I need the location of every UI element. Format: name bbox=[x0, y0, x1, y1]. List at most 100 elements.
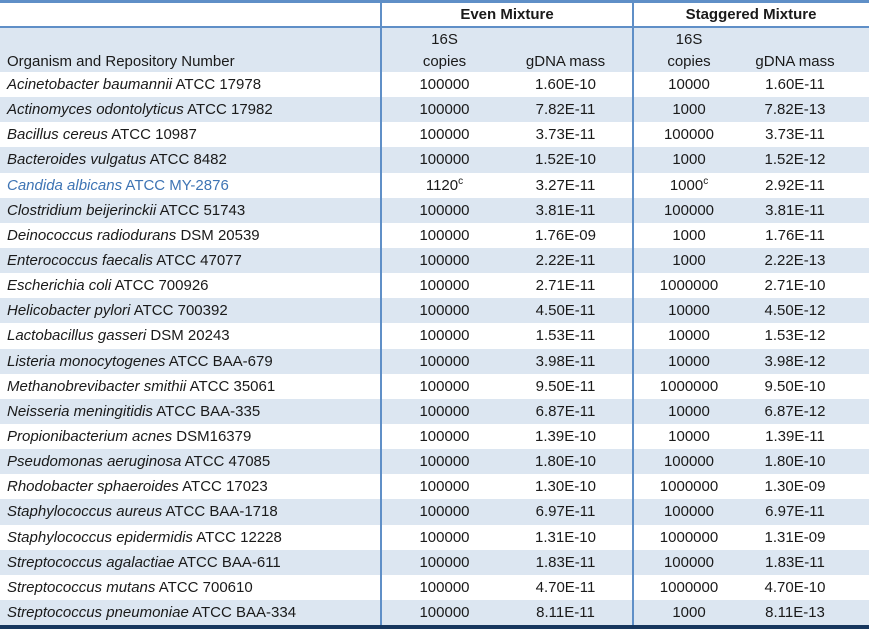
staggered-gdna-cell: 1.53E-12 bbox=[764, 327, 826, 345]
repository-number: ATCC BAA-611 bbox=[177, 553, 281, 571]
repository-number: ATCC 47085 bbox=[184, 453, 271, 471]
even-copies-cell: 100000 bbox=[419, 302, 470, 320]
even-copies-cell: 100000 bbox=[419, 478, 470, 496]
organism-cell: Streptococcus agalactiae ATCC BAA-611 bbox=[0, 554, 381, 571]
organism-name: Propionibacterium acnes bbox=[7, 428, 173, 446]
organism-cell: Helicobacter pylori ATCC 700392 bbox=[0, 302, 381, 319]
staggered-gdna-cell: 1.76E-11 bbox=[765, 226, 825, 244]
staggered-gdna-cell: 9.50E-10 bbox=[764, 377, 826, 395]
organism-cell: Listeria monocytogenes ATCC BAA-679 bbox=[0, 353, 381, 370]
even-copies-cell: 100000 bbox=[419, 151, 470, 169]
even-copies-cell: 1120c bbox=[425, 175, 464, 194]
repository-number: ATCC 17982 bbox=[187, 101, 273, 119]
repository-number: ATCC 17023 bbox=[182, 478, 268, 496]
mixture-group-header-row: Even Mixture Staggered Mixture bbox=[0, 3, 869, 26]
even-gdna-cell: 1.30E-10 bbox=[535, 478, 596, 496]
even-gdna-cell: 1.76E-09 bbox=[535, 226, 596, 244]
repository-number: ATCC 12228 bbox=[196, 528, 282, 546]
organism-cell: Propionibacterium acnes DSM16379 bbox=[0, 428, 381, 445]
staggered-copies-cell: 10000 bbox=[668, 76, 710, 94]
staggered-copies-cell: 10000 bbox=[668, 402, 710, 420]
organism-cell: Staphylococcus epidermidis ATCC 12228 bbox=[0, 529, 381, 546]
table-row: Actinomyces odontolyticus ATCC 17982 100… bbox=[0, 97, 869, 123]
even-copies-cell: 100000 bbox=[419, 503, 470, 521]
organism-cell: Acinetobacter baumannii ATCC 17978 bbox=[0, 76, 381, 93]
even-gdna-cell: 6.97E-11 bbox=[535, 503, 596, 521]
staggered-copies-cell: 1000 bbox=[672, 101, 706, 119]
repository-number: ATCC 700926 bbox=[114, 277, 209, 295]
even-16s-label: 16S bbox=[431, 30, 458, 48]
table-row: Deinococcus radiodurans DSM 20539 100000… bbox=[0, 222, 869, 248]
staggered-gdna-cell: 4.70E-10 bbox=[764, 578, 826, 596]
organism-name: Bacteroides vulgatus bbox=[7, 151, 147, 169]
repository-number: ATCC 10987 bbox=[111, 126, 197, 144]
repository-number: ATCC BAA-679 bbox=[168, 352, 273, 370]
even-gdna-cell: 1.60E-10 bbox=[535, 76, 596, 94]
repository-number: DSM 20539 bbox=[180, 226, 260, 244]
even-copies-cell: 100000 bbox=[419, 226, 470, 244]
even-gdna-cell: 3.98E-11 bbox=[535, 352, 596, 370]
staggered-gdna-cell: 3.81E-11 bbox=[765, 201, 825, 219]
table-row: Neisseria meningitidis ATCC BAA-335 1000… bbox=[0, 398, 869, 424]
organism-name: Helicobacter pylori bbox=[7, 302, 131, 320]
even-gdna-cell: 3.73E-11 bbox=[535, 126, 596, 144]
even-copies-cell: 100000 bbox=[419, 277, 470, 295]
table-body: Acinetobacter baumannii ATCC 17978 10000… bbox=[0, 72, 869, 626]
table-row: Helicobacter pylori ATCC 700392 100000 4… bbox=[0, 298, 869, 324]
table-top-border bbox=[0, 0, 869, 3]
staggered-copies-cell: 1000000 bbox=[659, 528, 719, 546]
sub-header-band: 16S 16S Organism and Repository Number c… bbox=[0, 28, 869, 72]
repository-number: ATCC 51743 bbox=[159, 201, 246, 219]
organism-name: Lactobacillus gasseri bbox=[7, 327, 147, 345]
staggered-copies-cell: 10000 bbox=[668, 428, 710, 446]
table-row: Staphylococcus epidermidis ATCC 12228 10… bbox=[0, 524, 869, 550]
staggered-copies-header: copies bbox=[667, 52, 711, 70]
organism-cell: Pseudomonas aeruginosa ATCC 47085 bbox=[0, 453, 381, 470]
staggered-gdna-cell: 1.80E-10 bbox=[764, 453, 826, 471]
staggered-copies-cell: 1000c bbox=[669, 175, 709, 194]
organism-name: Clostridium beijerinckii bbox=[7, 201, 157, 219]
table-row: Enterococcus faecalis ATCC 47077 100000 … bbox=[0, 247, 869, 274]
organism-name: Neisseria meningitidis bbox=[7, 402, 153, 420]
even-gdna-cell: 1.52E-10 bbox=[535, 151, 596, 169]
organism-name: Streptococcus agalactiae bbox=[7, 553, 175, 571]
staggered-gdna-cell: 3.98E-12 bbox=[764, 352, 826, 370]
even-gdna-cell: 4.70E-11 bbox=[535, 578, 596, 596]
table-row: Propionibacterium acnes DSM16379 100000 … bbox=[0, 423, 869, 450]
organism-name: Deinococcus radiodurans bbox=[7, 226, 177, 244]
table-row: Bacteroides vulgatus ATCC 8482 100000 1.… bbox=[0, 147, 869, 173]
staggered-gdna-cell: 6.97E-11 bbox=[765, 503, 825, 521]
staggered-gdna-cell: 4.50E-12 bbox=[764, 302, 826, 320]
organism-cell: Bacillus cereus ATCC 10987 bbox=[0, 126, 381, 143]
even-copies-cell: 100000 bbox=[419, 352, 470, 370]
organism-name: Methanobrevibacter smithii bbox=[7, 377, 187, 395]
organism-name: Listeria monocytogenes bbox=[7, 352, 166, 370]
organism-cell: Deinococcus radiodurans DSM 20539 bbox=[0, 227, 381, 244]
staggered-copies-cell: 10000 bbox=[668, 352, 710, 370]
even-gdna-cell: 2.71E-11 bbox=[535, 277, 596, 295]
repository-number: ATCC MY-2876 bbox=[125, 176, 229, 194]
sub-header-row-columns: Organism and Repository Number copies gD… bbox=[0, 50, 869, 72]
even-gdna-cell: 4.50E-11 bbox=[535, 302, 596, 320]
even-gdna-header: gDNA mass bbox=[525, 52, 606, 70]
staggered-16s-label: 16S bbox=[675, 30, 703, 48]
staggered-gdna-cell: 1.39E-11 bbox=[765, 428, 825, 446]
even-copies-cell: 100000 bbox=[419, 578, 470, 596]
repository-number: ATCC 700610 bbox=[158, 578, 253, 596]
staggered-copies-cell: 100000 bbox=[663, 126, 715, 144]
organism-name: Rhodobacter sphaeroides bbox=[7, 478, 179, 496]
organism-even-divider-line bbox=[380, 0, 382, 625]
even-copies-cell: 100000 bbox=[419, 553, 470, 571]
organism-cell: Rhodobacter sphaeroides ATCC 17023 bbox=[0, 478, 381, 495]
repository-number: ATCC 17978 bbox=[175, 76, 262, 94]
repository-number: ATCC 700392 bbox=[133, 302, 228, 320]
even-copies-cell: 100000 bbox=[419, 377, 470, 395]
staggered-mixture-header: Staggered Mixture bbox=[685, 6, 817, 23]
table-row: Streptococcus mutans ATCC 700610 100000 … bbox=[0, 574, 869, 600]
table-row: Streptococcus agalactiae ATCC BAA-611 10… bbox=[0, 549, 869, 575]
staggered-copies-cell: 1000 bbox=[672, 252, 706, 270]
organism-cell: Bacteroides vulgatus ATCC 8482 bbox=[0, 151, 381, 168]
table-row: Clostridium beijerinckii ATCC 51743 1000… bbox=[0, 197, 869, 223]
repository-number: ATCC BAA-334 bbox=[192, 604, 297, 622]
